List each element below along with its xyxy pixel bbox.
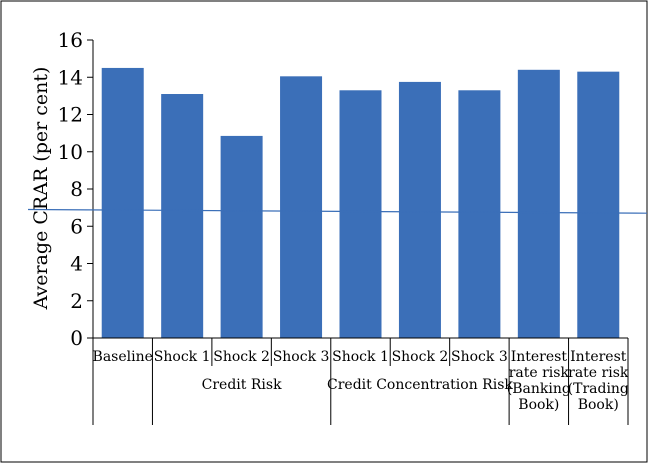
bar <box>220 135 263 338</box>
y-tick-label: 0 <box>70 326 83 350</box>
bar <box>517 69 560 339</box>
y-tick-label: 14 <box>58 65 83 89</box>
group-label: Credit Risk <box>202 377 282 393</box>
x-tick-label: Shock 1 <box>332 349 389 365</box>
x-tick-label: Interest rate risk (Trading Book) <box>568 349 629 413</box>
y-tick-label: 10 <box>58 140 83 164</box>
bar <box>398 81 441 338</box>
y-axis-group: 0 2 4 6 8 10 12 14 16 <box>58 28 94 350</box>
y-tick-label: 2 <box>70 289 83 313</box>
reference-line <box>27 208 648 214</box>
x-tick-label: Baseline <box>93 349 153 365</box>
x-axis-group: Baseline Shock 1 Shock 2 Shock 3 Shock 1 Shoc… <box>92 337 629 425</box>
bar <box>101 67 144 338</box>
x-tick-label: Shock 1 <box>154 349 211 365</box>
x-tick-label: Shock 3 <box>273 349 330 365</box>
y-tick-label: 16 <box>58 28 83 52</box>
group-label: Credit Concentration Risk <box>327 377 513 393</box>
x-tick-label: Shock 2 <box>213 349 270 365</box>
reference-line-group <box>27 208 648 214</box>
y-tick-label: 12 <box>58 103 83 127</box>
x-tick-label: Interest rate risk (Banking Book) <box>507 349 571 413</box>
y-axis-title: Average CRAR (per cent) <box>30 67 52 311</box>
bar <box>339 90 382 338</box>
bar <box>280 76 323 338</box>
y-tick-label: 8 <box>70 177 83 201</box>
y-tick-label: 4 <box>70 252 83 276</box>
bar <box>161 94 204 338</box>
bar <box>577 71 620 338</box>
y-tick-label: 6 <box>70 214 83 238</box>
bars-group <box>101 67 620 339</box>
x-tick-label: Shock 2 <box>392 349 449 365</box>
x-tick-label: Shock 3 <box>451 349 508 365</box>
bar <box>458 90 501 338</box>
